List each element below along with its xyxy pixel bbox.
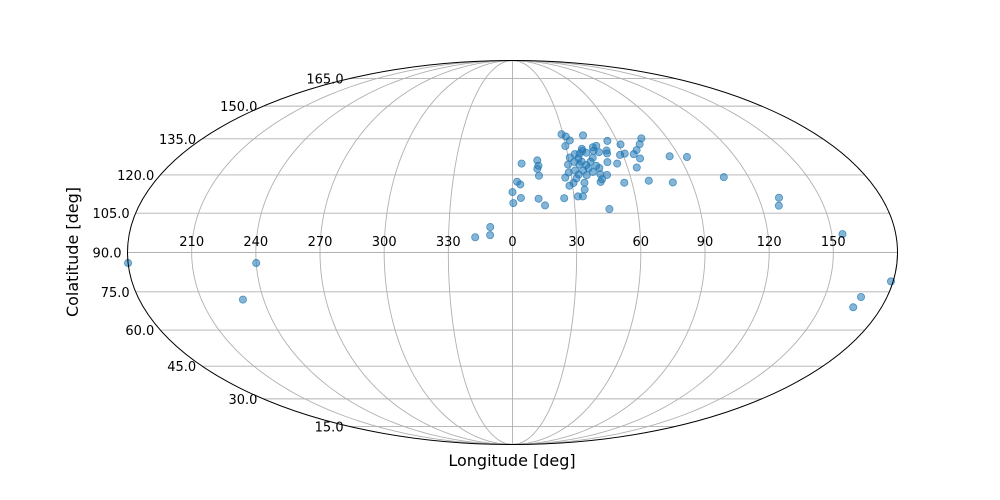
data-point bbox=[857, 292, 866, 301]
data-points bbox=[124, 130, 896, 312]
data-point bbox=[598, 175, 607, 184]
data-point bbox=[516, 193, 525, 202]
data-point bbox=[603, 149, 612, 158]
data-point bbox=[565, 181, 574, 190]
y-tick-label: 135.0 bbox=[159, 133, 196, 148]
x-tick-label: 60 bbox=[633, 235, 650, 250]
data-point bbox=[564, 160, 573, 169]
data-point bbox=[560, 194, 569, 203]
data-point bbox=[774, 201, 783, 210]
data-point bbox=[486, 223, 495, 232]
y-tick-label: 90.0 bbox=[93, 247, 122, 262]
data-point bbox=[508, 188, 517, 197]
y-axis-label: Colatitude [deg] bbox=[63, 187, 82, 317]
x-tick-label: 150 bbox=[821, 235, 846, 250]
data-point bbox=[665, 152, 674, 161]
y-tick-label: 15.0 bbox=[315, 421, 344, 436]
data-point bbox=[632, 163, 641, 172]
y-tick-label: 60.0 bbox=[125, 324, 154, 339]
data-point bbox=[644, 176, 653, 185]
data-point bbox=[509, 199, 518, 208]
data-point bbox=[582, 171, 591, 180]
x-tick-label: 210 bbox=[179, 235, 204, 250]
data-point bbox=[594, 148, 603, 157]
x-tick-label: 30 bbox=[568, 235, 585, 250]
data-point bbox=[534, 194, 543, 203]
data-point bbox=[603, 158, 612, 167]
data-point bbox=[668, 178, 677, 187]
y-tick-label: 105.0 bbox=[92, 207, 129, 222]
data-point bbox=[636, 154, 645, 163]
y-tick-label: 150.0 bbox=[220, 100, 257, 115]
data-point bbox=[561, 173, 570, 182]
data-point bbox=[565, 136, 574, 145]
x-tick-label: 120 bbox=[757, 235, 782, 250]
data-point bbox=[603, 136, 612, 145]
data-point bbox=[719, 173, 728, 182]
data-point bbox=[580, 185, 589, 194]
data-point bbox=[533, 164, 542, 173]
data-point bbox=[578, 192, 587, 201]
data-point bbox=[849, 303, 858, 312]
data-point bbox=[579, 131, 588, 140]
data-point bbox=[613, 159, 622, 168]
x-axis-label: Longitude [deg] bbox=[448, 451, 575, 470]
y-tick-label: 165.0 bbox=[306, 73, 343, 88]
y-tick-label: 120.0 bbox=[117, 169, 154, 184]
x-tick-label: 90 bbox=[697, 235, 714, 250]
data-point bbox=[629, 150, 638, 159]
data-point bbox=[580, 178, 589, 187]
data-point bbox=[541, 201, 550, 210]
data-point bbox=[588, 167, 597, 176]
data-point bbox=[561, 142, 570, 151]
data-point bbox=[620, 178, 629, 187]
tick-labels: 210 240 270 300 330 0 30 60 90 120 150 15.0 30.0 45.0… bbox=[92, 73, 845, 436]
data-point bbox=[471, 233, 480, 242]
x-tick-label: 0 bbox=[508, 235, 516, 250]
data-point bbox=[605, 205, 614, 214]
data-point bbox=[252, 259, 261, 268]
y-tick-label: 75.0 bbox=[101, 286, 130, 301]
data-point bbox=[682, 153, 691, 162]
data-point bbox=[517, 159, 526, 168]
y-tick-label: 30.0 bbox=[228, 393, 257, 408]
data-point bbox=[838, 230, 847, 239]
data-point bbox=[486, 231, 495, 240]
data-point bbox=[582, 148, 591, 157]
x-tick-label: 270 bbox=[308, 235, 333, 250]
x-tick-label: 300 bbox=[372, 235, 397, 250]
data-point bbox=[238, 295, 247, 304]
data-point bbox=[616, 140, 625, 149]
data-point bbox=[516, 180, 525, 189]
projection-outline bbox=[127, 60, 898, 445]
x-tick-label: 330 bbox=[436, 235, 461, 250]
y-tick-label: 45.0 bbox=[167, 360, 196, 375]
x-tick-label: 240 bbox=[243, 235, 268, 250]
data-point bbox=[774, 193, 783, 202]
grid-lines bbox=[127, 60, 898, 445]
data-point bbox=[620, 149, 629, 158]
data-point bbox=[534, 171, 543, 180]
